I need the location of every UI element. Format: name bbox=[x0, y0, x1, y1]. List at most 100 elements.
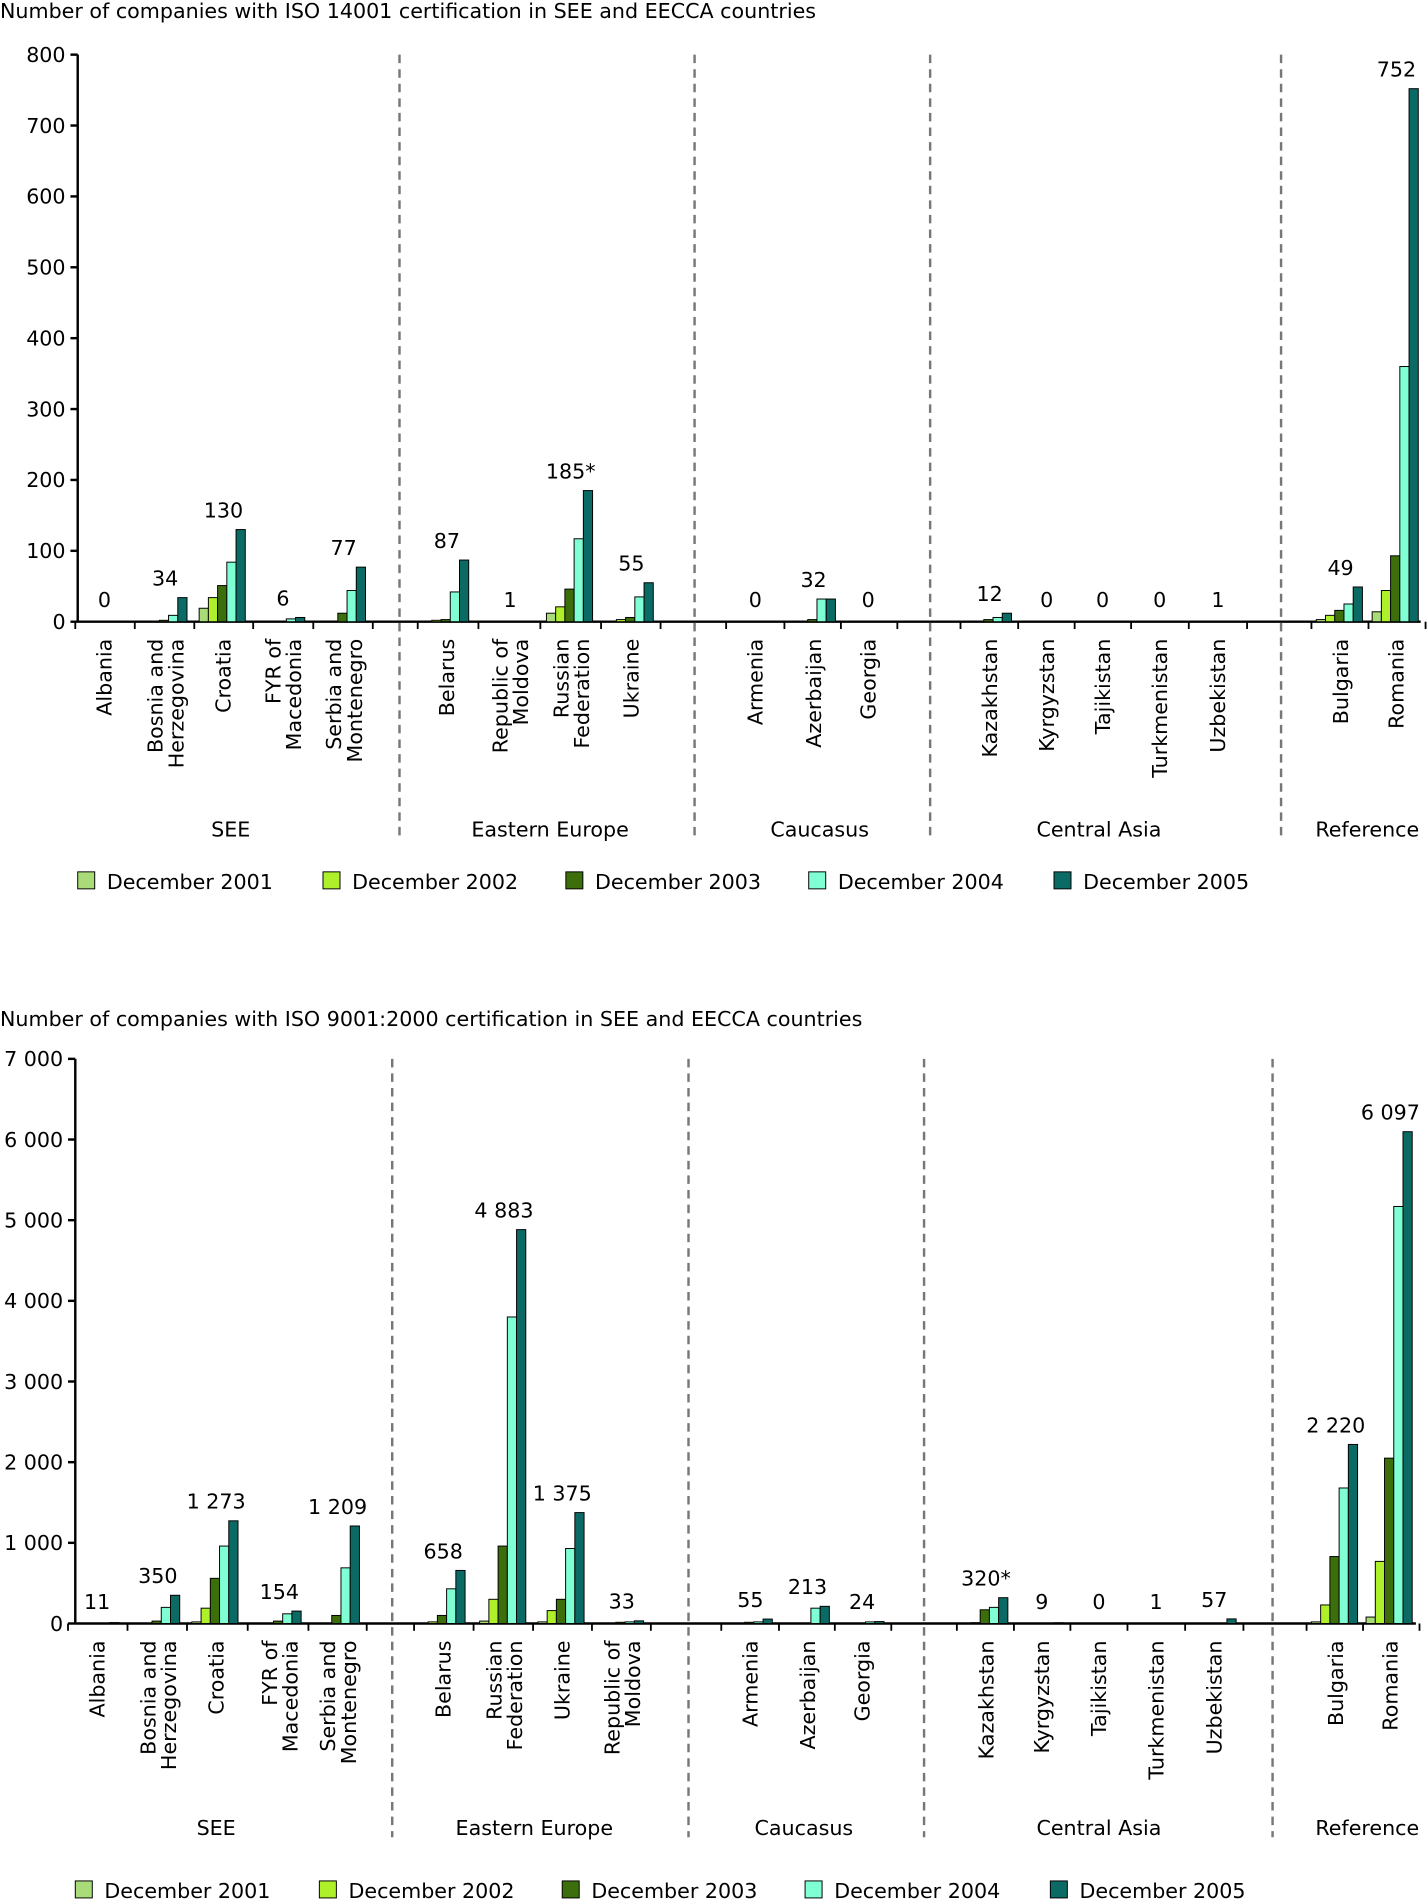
bar bbox=[177, 597, 188, 623]
y-tick-label: 300 bbox=[26, 397, 65, 421]
bar bbox=[226, 561, 237, 623]
value-label: 0 bbox=[1153, 588, 1166, 612]
bar bbox=[522, 620, 533, 623]
bar bbox=[285, 618, 297, 623]
value-label: 0 bbox=[1092, 1590, 1105, 1614]
category-label: Georgia bbox=[850, 1641, 874, 1722]
value-label: 49 bbox=[1327, 556, 1353, 580]
bar bbox=[1365, 1616, 1376, 1624]
category-label: Turkmenistan bbox=[1144, 1641, 1168, 1781]
category-label-line: Federation bbox=[570, 639, 594, 749]
bar bbox=[346, 590, 357, 623]
bar bbox=[816, 598, 827, 623]
value-label: 213 bbox=[788, 1575, 827, 1599]
category-label-line: Russian bbox=[549, 639, 573, 718]
category-label: Kazakhstan bbox=[978, 639, 1002, 758]
category-label: Kyrgyzstan bbox=[1035, 639, 1059, 752]
category-label-line: Republic of bbox=[600, 1640, 624, 1755]
country-group-republic-of-moldova: 33 Republic ofMoldova bbox=[600, 1590, 645, 1755]
value-label: 33 bbox=[609, 1590, 635, 1614]
y-tick-label: 700 bbox=[26, 114, 65, 138]
bar bbox=[825, 598, 836, 623]
country-group-turkmenistan: 1 Turkmenistan bbox=[1144, 1590, 1168, 1781]
bar bbox=[979, 1609, 990, 1624]
value-label: 658 bbox=[424, 1539, 463, 1563]
y-tick-label: 0 bbox=[52, 610, 65, 634]
legend: December 2001 December 2002 December 2003 D… bbox=[77, 870, 1249, 894]
bar bbox=[810, 1607, 821, 1624]
bar bbox=[109, 1622, 120, 1624]
category-label-line: Macedonia bbox=[282, 639, 306, 751]
group-label: Caucasus bbox=[770, 818, 869, 842]
legend-label: December 2003 bbox=[595, 870, 761, 894]
country-group-bosnia-and-herzegovina: 34 Bosnia andHerzegovina bbox=[144, 566, 189, 768]
value-label: 320* bbox=[961, 1567, 1011, 1591]
value-label: 87 bbox=[434, 529, 460, 553]
country-group-azerbaijan: 213 Azerbaijan bbox=[788, 1575, 830, 1750]
bar bbox=[235, 529, 246, 623]
bar bbox=[209, 1577, 221, 1624]
value-label: 4 883 bbox=[474, 1198, 533, 1222]
value-label: 32 bbox=[800, 568, 826, 592]
value-label: 77 bbox=[331, 536, 357, 560]
bar bbox=[633, 1620, 645, 1624]
bar bbox=[331, 1614, 342, 1624]
category-label: Republic ofMoldova bbox=[600, 1640, 645, 1755]
bar bbox=[643, 582, 654, 623]
country-group-russian-federation: 185* RussianFederation bbox=[546, 459, 596, 748]
bar bbox=[555, 606, 566, 623]
y-tick-label: 0 bbox=[50, 1612, 63, 1636]
legend-label: December 2004 bbox=[838, 870, 1004, 894]
bar bbox=[355, 566, 366, 623]
group-label: SEE bbox=[211, 818, 250, 842]
bar bbox=[200, 1607, 211, 1624]
bar bbox=[455, 1569, 466, 1624]
bar bbox=[1329, 1556, 1340, 1624]
category-label: Uzbekistan bbox=[1206, 639, 1230, 753]
bar bbox=[970, 1622, 981, 1624]
bar bbox=[340, 1567, 351, 1624]
country-group-belarus: 87 Belarus bbox=[431, 529, 470, 716]
country-group-tajikistan: 0 Tajikistan bbox=[1087, 1590, 1111, 1737]
y-tick-label: 400 bbox=[26, 326, 65, 350]
bar bbox=[272, 1620, 284, 1624]
bar bbox=[151, 1620, 162, 1624]
value-label: 0 bbox=[749, 588, 762, 612]
bar bbox=[634, 596, 645, 623]
bar bbox=[807, 619, 818, 623]
category-label-line: Moldova bbox=[509, 639, 533, 726]
chart-1: Number of companies with ISO 14001 certi… bbox=[0, 0, 1427, 894]
legend-label: December 2004 bbox=[834, 1879, 1000, 1903]
country-group-fyr-of-macedonia: 154 FYR ofMacedonia bbox=[258, 1580, 303, 1752]
bar bbox=[1325, 614, 1336, 623]
group-label: Reference bbox=[1315, 818, 1419, 842]
bar bbox=[865, 1621, 876, 1624]
legend-swatch bbox=[561, 1880, 580, 1899]
bar bbox=[564, 588, 575, 623]
country-group-kyrgyzstan: 0 Kyrgyzstan bbox=[1035, 588, 1059, 752]
category-label: RussianFederation bbox=[483, 1641, 528, 1751]
legend-swatch bbox=[804, 1880, 823, 1899]
category-label: Bosnia andHerzegovina bbox=[144, 639, 189, 769]
bar bbox=[488, 1598, 499, 1624]
bar bbox=[219, 1545, 230, 1624]
value-label: 6 097 bbox=[1361, 1101, 1420, 1125]
category-label: FYR ofMacedonia bbox=[258, 1640, 303, 1752]
y-tick-label: 100 bbox=[26, 539, 65, 563]
y-tick-label: 6 000 bbox=[4, 1128, 63, 1152]
bar bbox=[998, 1597, 1009, 1624]
bar bbox=[282, 1613, 293, 1624]
bar bbox=[574, 1512, 585, 1624]
legend: December 2001 December 2002 December 2003 D… bbox=[74, 1879, 1246, 1903]
y-tick-label: 4 000 bbox=[4, 1289, 63, 1313]
group-label: SEE bbox=[197, 1816, 236, 1840]
legend-label: December 2005 bbox=[1080, 1879, 1246, 1903]
bar bbox=[1371, 611, 1382, 623]
bar bbox=[582, 490, 594, 623]
country-group-belarus: 658 Belarus bbox=[424, 1539, 466, 1718]
value-label: 2 220 bbox=[1306, 1413, 1365, 1437]
bar bbox=[983, 619, 994, 623]
value-label: 34 bbox=[152, 566, 178, 590]
bar bbox=[798, 620, 809, 623]
category-label: Georgia bbox=[857, 639, 881, 720]
